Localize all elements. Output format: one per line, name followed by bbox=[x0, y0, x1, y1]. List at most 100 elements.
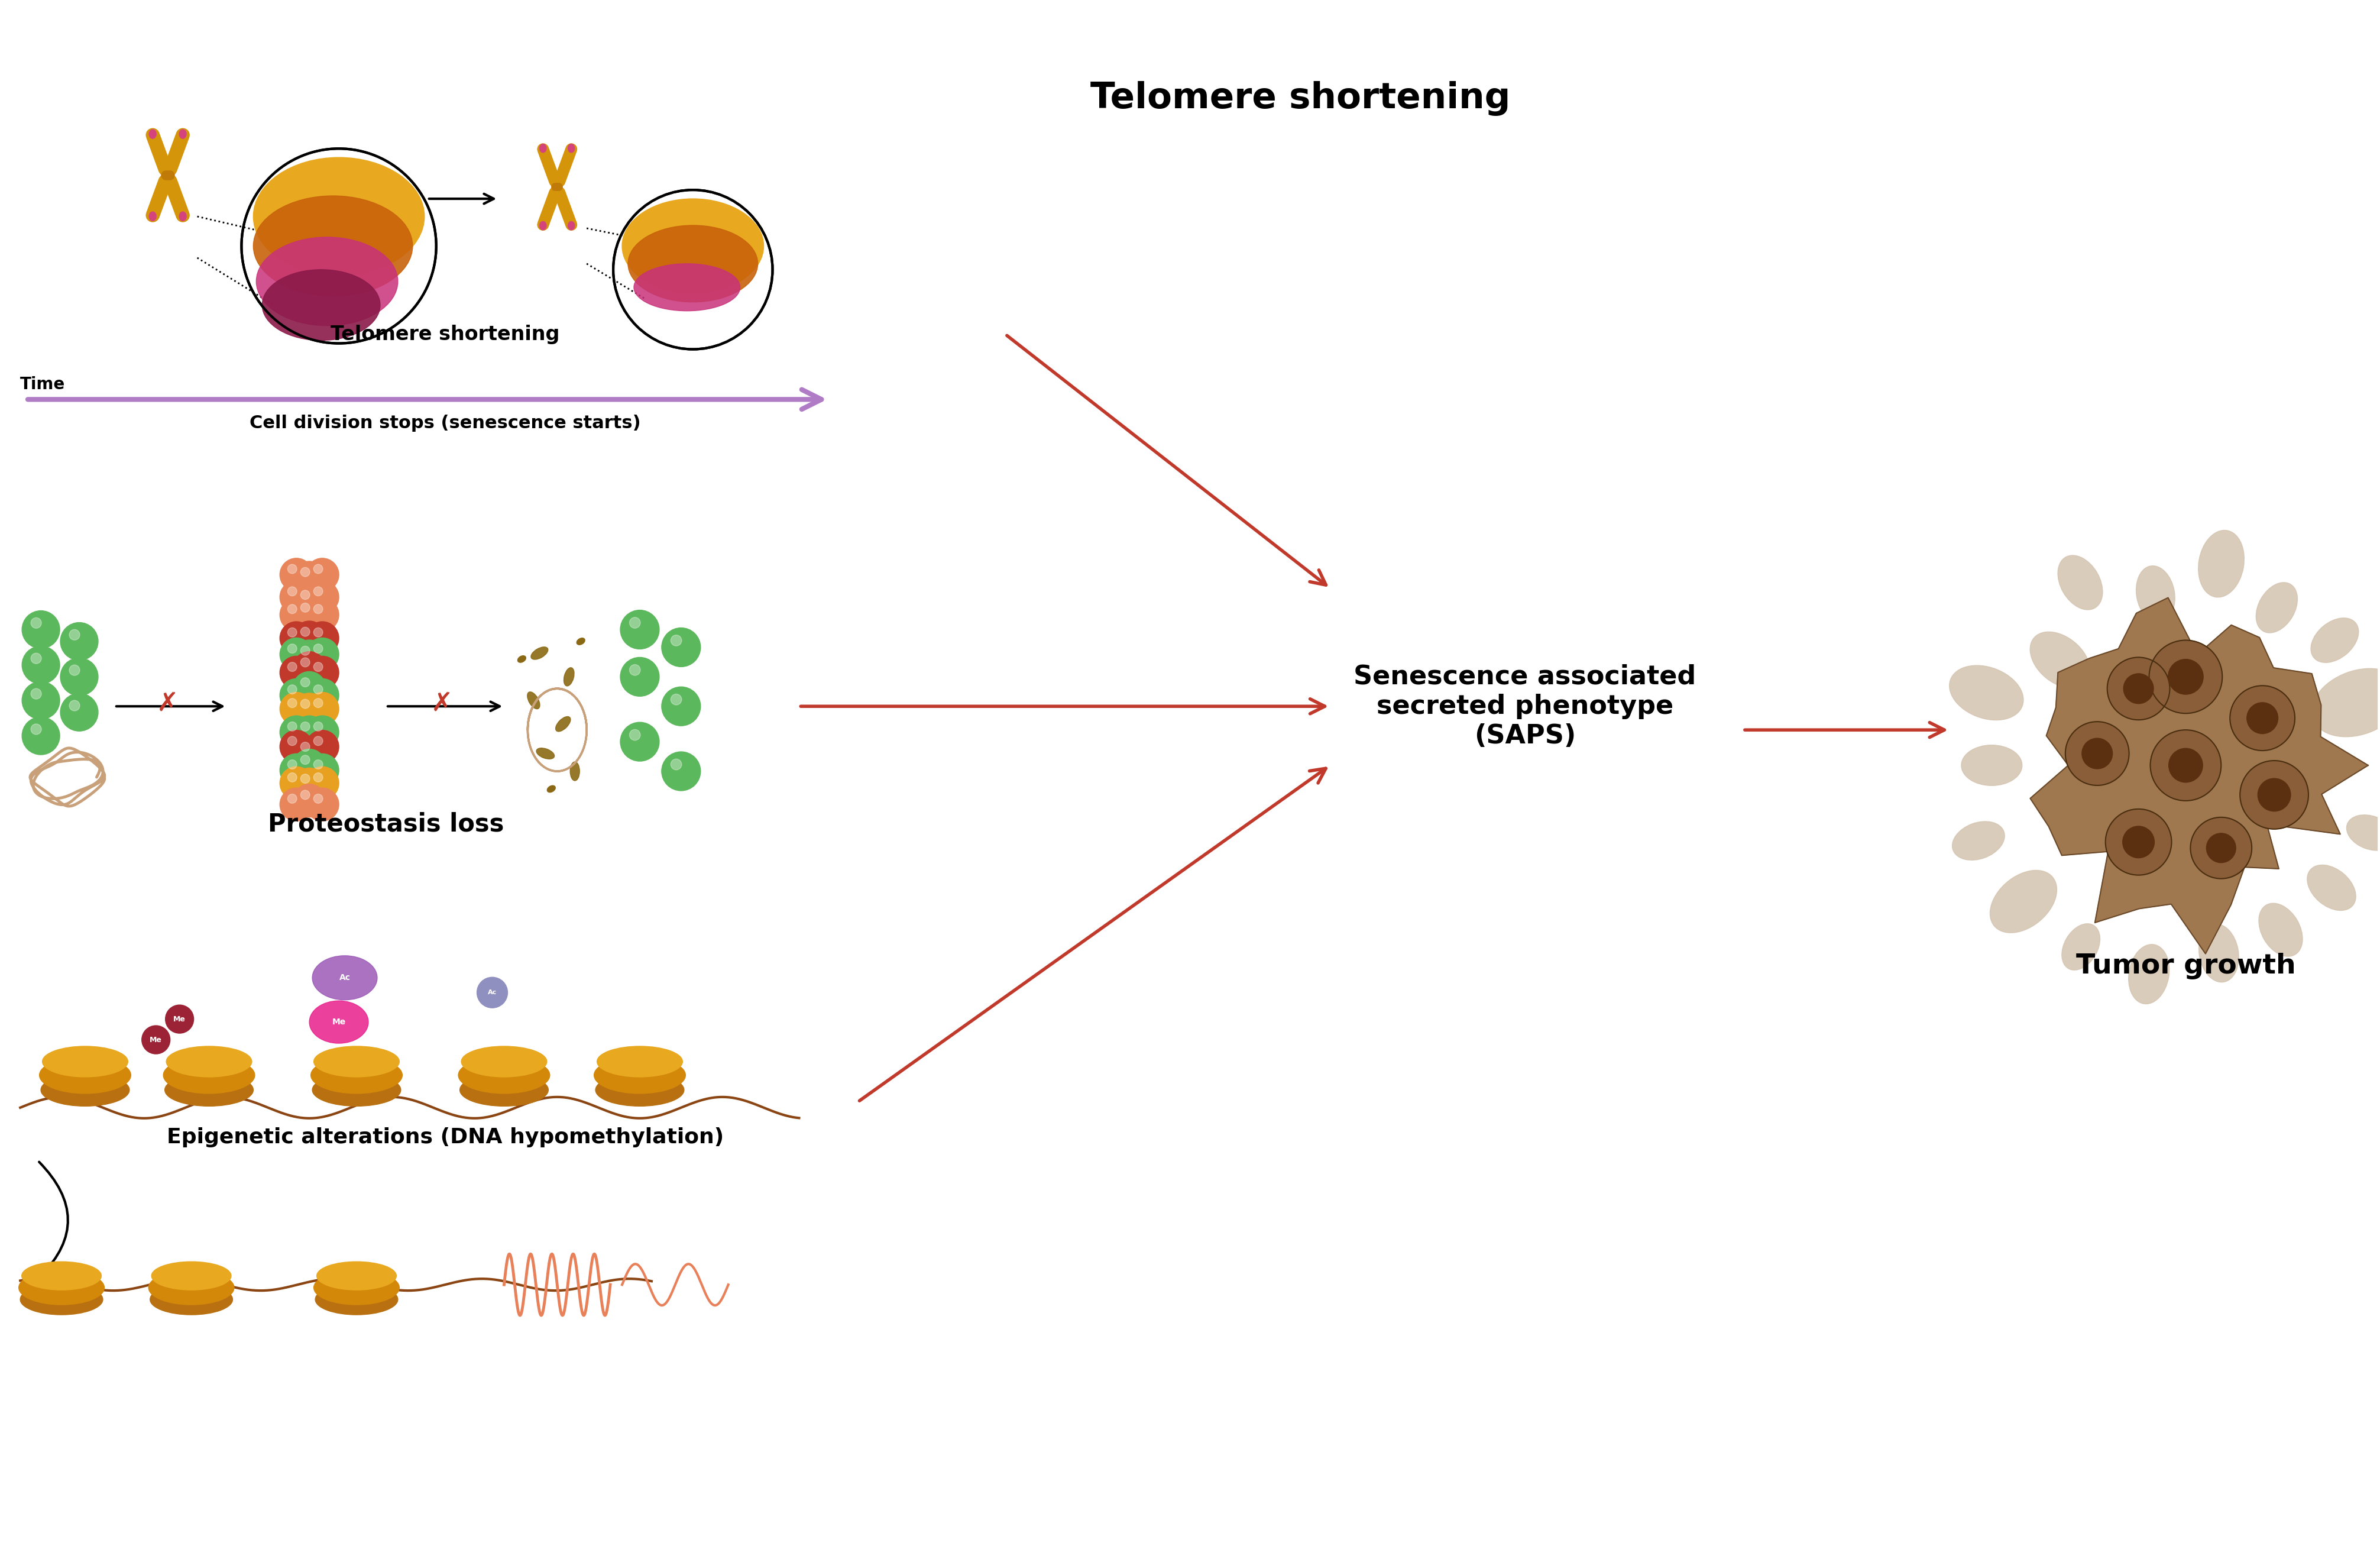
Circle shape bbox=[288, 564, 298, 574]
Circle shape bbox=[60, 623, 98, 660]
Circle shape bbox=[2082, 739, 2113, 768]
Circle shape bbox=[143, 1025, 169, 1054]
Ellipse shape bbox=[164, 1073, 252, 1105]
Ellipse shape bbox=[1990, 870, 2056, 932]
Ellipse shape bbox=[314, 1285, 397, 1314]
Text: Me: Me bbox=[174, 1016, 186, 1023]
Ellipse shape bbox=[148, 1271, 233, 1305]
Text: Telomere shortening: Telomere shortening bbox=[331, 325, 559, 345]
Ellipse shape bbox=[569, 221, 574, 230]
Ellipse shape bbox=[571, 762, 581, 781]
Circle shape bbox=[300, 603, 309, 612]
Circle shape bbox=[300, 628, 309, 637]
Ellipse shape bbox=[317, 1262, 397, 1289]
Text: Time: Time bbox=[21, 376, 64, 393]
Circle shape bbox=[300, 591, 309, 600]
Ellipse shape bbox=[2059, 555, 2102, 609]
Circle shape bbox=[2123, 674, 2154, 703]
Circle shape bbox=[300, 775, 309, 784]
Circle shape bbox=[2230, 686, 2294, 750]
Ellipse shape bbox=[252, 158, 424, 275]
Circle shape bbox=[314, 795, 324, 804]
Circle shape bbox=[288, 628, 298, 637]
Circle shape bbox=[288, 645, 298, 654]
Ellipse shape bbox=[2128, 945, 2168, 1003]
Ellipse shape bbox=[2259, 903, 2301, 957]
Ellipse shape bbox=[2061, 923, 2099, 969]
Circle shape bbox=[288, 699, 298, 708]
Circle shape bbox=[314, 736, 324, 745]
Circle shape bbox=[2168, 659, 2204, 694]
Circle shape bbox=[314, 759, 324, 768]
Circle shape bbox=[293, 584, 326, 617]
Circle shape bbox=[2168, 748, 2204, 782]
Circle shape bbox=[314, 645, 324, 654]
Circle shape bbox=[314, 604, 324, 614]
Text: Me: Me bbox=[331, 1017, 345, 1027]
Circle shape bbox=[293, 784, 326, 818]
Ellipse shape bbox=[621, 199, 764, 294]
Ellipse shape bbox=[314, 1271, 400, 1305]
Circle shape bbox=[31, 618, 40, 628]
Circle shape bbox=[628, 617, 640, 628]
Circle shape bbox=[2149, 640, 2223, 713]
Circle shape bbox=[288, 685, 298, 694]
Circle shape bbox=[21, 717, 60, 754]
Circle shape bbox=[314, 586, 324, 595]
Circle shape bbox=[305, 638, 338, 671]
Circle shape bbox=[293, 621, 326, 654]
Ellipse shape bbox=[19, 1271, 105, 1305]
Ellipse shape bbox=[167, 1047, 252, 1078]
Text: Ac: Ac bbox=[488, 989, 497, 996]
Ellipse shape bbox=[555, 716, 571, 731]
Ellipse shape bbox=[547, 785, 555, 792]
Circle shape bbox=[2247, 702, 2278, 734]
Circle shape bbox=[281, 656, 312, 690]
Circle shape bbox=[314, 685, 324, 694]
Circle shape bbox=[21, 682, 60, 719]
Circle shape bbox=[305, 621, 338, 654]
Circle shape bbox=[305, 656, 338, 690]
Circle shape bbox=[2149, 730, 2221, 801]
Circle shape bbox=[281, 693, 312, 725]
Ellipse shape bbox=[462, 1047, 547, 1078]
Circle shape bbox=[21, 611, 60, 648]
Circle shape bbox=[281, 581, 312, 614]
Circle shape bbox=[300, 567, 309, 577]
Circle shape bbox=[31, 652, 40, 663]
Circle shape bbox=[60, 693, 98, 731]
Ellipse shape bbox=[1961, 745, 2023, 785]
Circle shape bbox=[31, 688, 40, 699]
Ellipse shape bbox=[595, 1073, 683, 1105]
Circle shape bbox=[281, 598, 312, 631]
Circle shape bbox=[314, 699, 324, 708]
Circle shape bbox=[662, 628, 700, 666]
Ellipse shape bbox=[309, 1000, 369, 1044]
Circle shape bbox=[314, 564, 324, 574]
Ellipse shape bbox=[314, 1047, 400, 1078]
Circle shape bbox=[662, 686, 700, 725]
Ellipse shape bbox=[2199, 925, 2240, 982]
Circle shape bbox=[288, 662, 298, 671]
Ellipse shape bbox=[569, 144, 574, 153]
Circle shape bbox=[281, 716, 312, 748]
Circle shape bbox=[281, 788, 312, 821]
Circle shape bbox=[2123, 826, 2154, 858]
Ellipse shape bbox=[152, 1262, 231, 1289]
Circle shape bbox=[69, 700, 81, 711]
Ellipse shape bbox=[150, 130, 157, 139]
Circle shape bbox=[293, 768, 326, 801]
Text: Ac: Ac bbox=[338, 974, 350, 982]
Circle shape bbox=[300, 722, 309, 731]
Circle shape bbox=[300, 646, 309, 656]
Circle shape bbox=[621, 611, 659, 649]
Ellipse shape bbox=[540, 144, 547, 153]
Ellipse shape bbox=[43, 1047, 129, 1078]
Ellipse shape bbox=[40, 1057, 131, 1093]
Ellipse shape bbox=[2199, 530, 2244, 597]
Circle shape bbox=[293, 640, 326, 673]
Circle shape bbox=[305, 581, 338, 614]
Text: ✗: ✗ bbox=[157, 691, 178, 716]
Circle shape bbox=[305, 716, 338, 748]
Circle shape bbox=[2066, 722, 2130, 785]
